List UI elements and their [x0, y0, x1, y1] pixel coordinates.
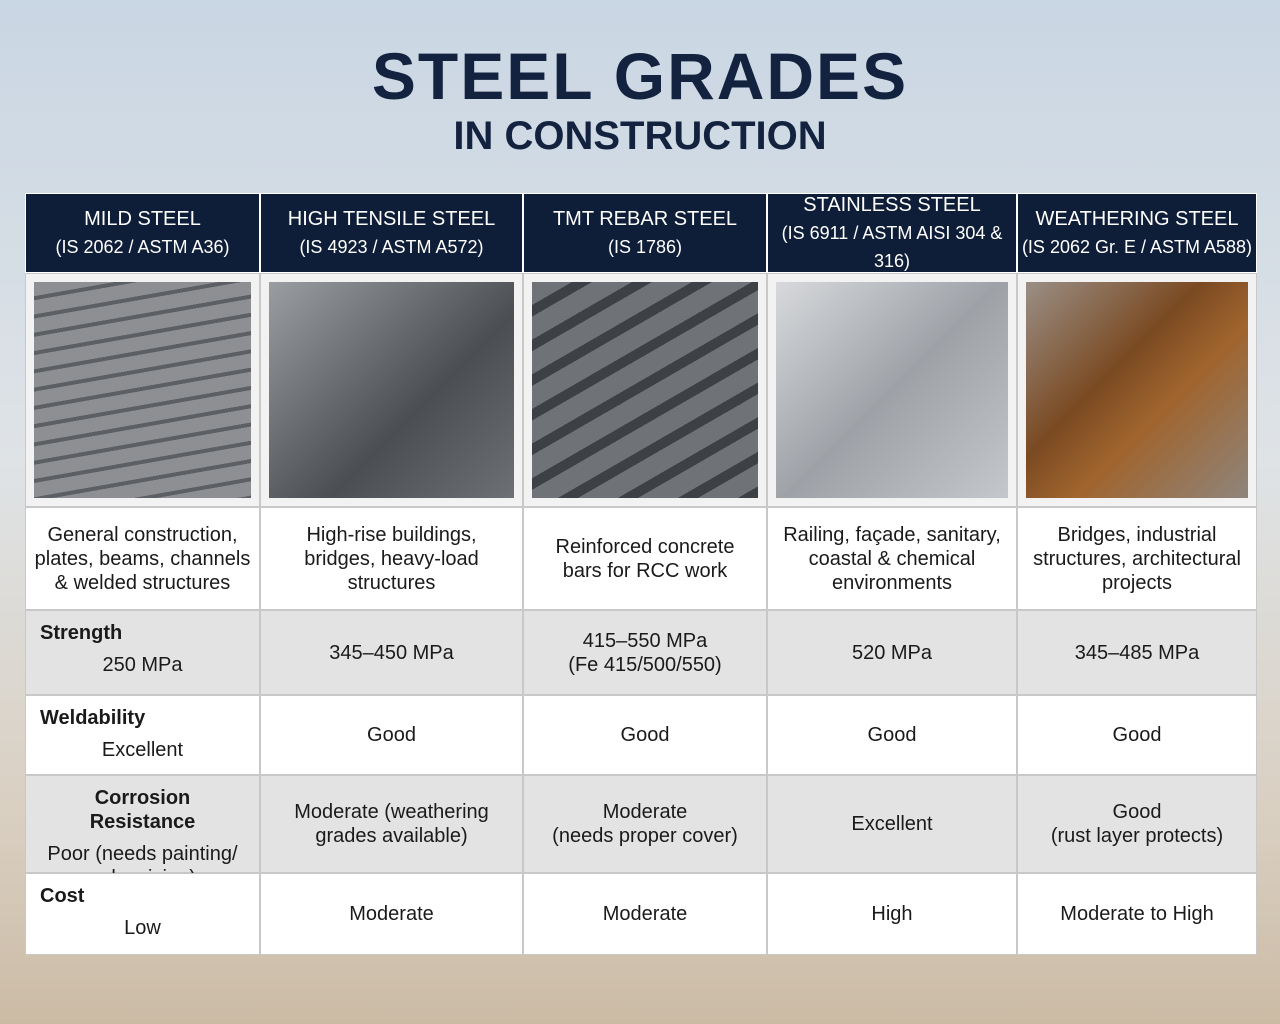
property-label: Corrosion Resistance	[89, 787, 196, 833]
use-cell: Reinforced concrete bars for RCC work	[523, 507, 767, 610]
photo	[532, 282, 758, 498]
grade-standard: (IS 2062 / ASTM A36)	[55, 237, 230, 257]
property-cell: Cost Low	[25, 873, 260, 955]
property-value: 345–485 MPa	[1017, 610, 1257, 695]
subtitle: IN CONSTRUCTION	[453, 114, 827, 158]
grade-standard: (IS 2062 Gr. E / ASTM A588)	[1021, 237, 1253, 257]
use-cell: Railing, façade, sanitary, coastal & che…	[767, 507, 1017, 610]
property-cell: Weldability Excellent	[25, 695, 260, 775]
property-value: Excellent	[101, 739, 184, 761]
property-value: Good	[767, 695, 1017, 775]
property-label: Weldability	[40, 707, 146, 729]
product-image	[25, 273, 260, 507]
property-value: Good (rust layer protects)	[1017, 775, 1257, 873]
grade-standard: (IS 4923 / ASTM A572)	[299, 237, 484, 257]
product-image	[767, 273, 1017, 507]
property-value: Moderate to High	[1017, 873, 1257, 955]
photo	[34, 282, 251, 498]
photo	[776, 282, 1008, 498]
property-value: Excellent	[767, 775, 1017, 873]
grade-standard: (IS 6911 / ASTM AISI 304 & 316)	[781, 223, 1003, 271]
product-image	[1017, 273, 1257, 507]
property-value: 250 MPa	[102, 654, 183, 676]
grade-name: MILD STEEL	[84, 208, 201, 230]
column-header: MILD STEEL (IS 2062 / ASTM A36)	[25, 193, 260, 273]
photo	[1026, 282, 1248, 498]
photo	[269, 282, 514, 498]
grade-name: STAINLESS STEEL	[803, 194, 981, 216]
property-value: Good	[523, 695, 767, 775]
grade-name: WEATHERING STEEL	[1035, 208, 1239, 230]
property-value: Good	[1017, 695, 1257, 775]
use-cell: High-rise buildings, bridges, heavy-load…	[260, 507, 523, 610]
property-label: Cost	[40, 885, 85, 907]
column-header: HIGH TENSILE STEEL (IS 4923 / ASTM A572)	[260, 193, 523, 273]
grade-standard: (IS 1786)	[607, 237, 683, 257]
property-value: Moderate	[260, 873, 523, 955]
title: STEEL GRADES	[371, 39, 909, 113]
product-image	[260, 273, 523, 507]
property-value: Good	[260, 695, 523, 775]
column-header: STAINLESS STEEL (IS 6911 / ASTM AISI 304 …	[767, 193, 1017, 273]
product-image	[523, 273, 767, 507]
grade-name: TMT REBAR STEEL	[552, 208, 738, 230]
property-value: Low	[124, 917, 161, 939]
property-label: Strength	[40, 622, 123, 644]
grade-name: HIGH TENSILE STEEL	[287, 208, 496, 230]
property-cell: Strength 250 MPa	[25, 610, 260, 695]
property-value: Moderate	[523, 873, 767, 955]
table: MILD STEEL (IS 2062 / ASTM A36) HIGH TENSI…	[25, 193, 1257, 955]
property-value: Moderate (needs proper cover)	[523, 775, 767, 873]
property-value: High	[767, 873, 1017, 955]
column-header: WEATHERING STEEL (IS 2062 Gr. E / ASTM A5…	[1017, 193, 1257, 273]
property-cell: Corrosion Resistance Poor (needs painting…	[25, 775, 260, 889]
property-value: 345–450 MPa	[260, 610, 523, 695]
property-value: Moderate (weathering grades available)	[260, 775, 523, 873]
use-cell: General construction, plates, beams, cha…	[25, 507, 260, 610]
column-header: TMT REBAR STEEL (IS 1786)	[523, 193, 767, 273]
property-value: 415–550 MPa (Fe 415/500/550)	[523, 610, 767, 695]
property-value: 520 MPa	[767, 610, 1017, 695]
use-cell: Bridges, industrial structures, architec…	[1017, 507, 1257, 610]
